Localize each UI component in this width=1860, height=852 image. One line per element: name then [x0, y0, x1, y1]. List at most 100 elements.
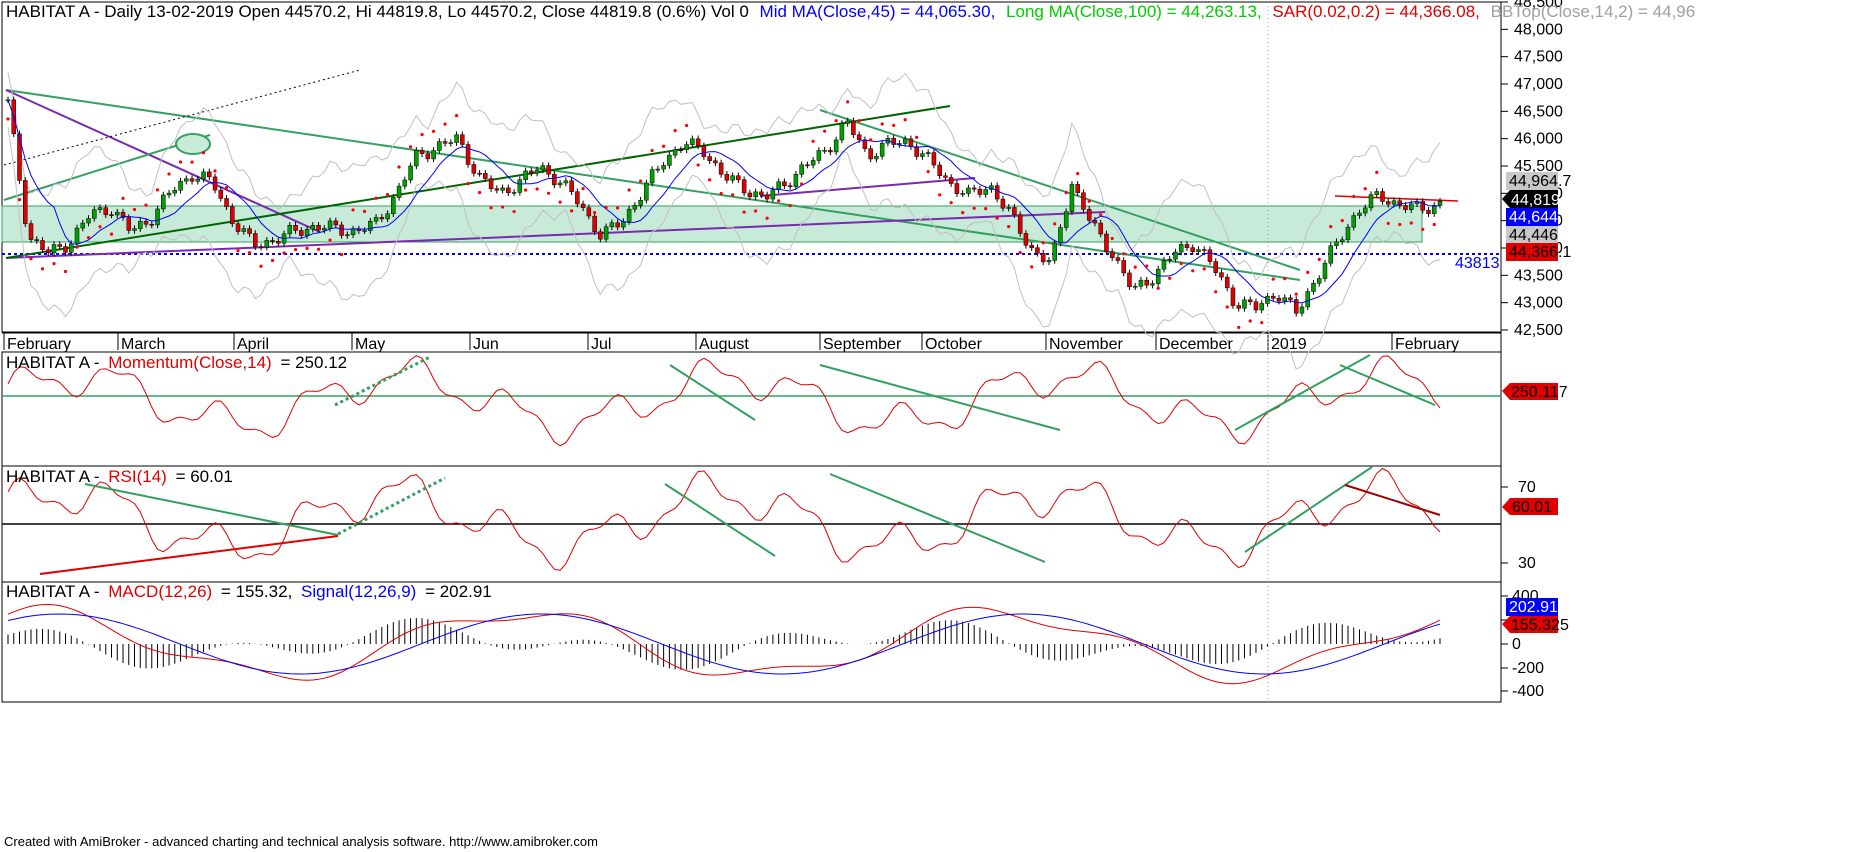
sar-dot	[1202, 267, 1206, 271]
candle-body	[1121, 260, 1126, 274]
sar-dot	[569, 209, 574, 213]
candle-body	[1288, 297, 1293, 300]
candle-body	[1178, 244, 1184, 253]
candle-body	[793, 174, 799, 187]
candle-body	[258, 246, 264, 248]
candle-body	[483, 173, 488, 179]
price-tick-label: 46,000	[1514, 131, 1563, 148]
candle-body	[1046, 260, 1052, 263]
price-tick-label: 48,000	[1514, 21, 1563, 38]
sar-dot	[1352, 194, 1356, 199]
macd-tick-label: -200	[1512, 660, 1544, 677]
candle-body	[1190, 247, 1195, 252]
sar-dot	[1110, 236, 1114, 241]
sar-dot	[708, 178, 712, 182]
candle-body	[488, 178, 494, 189]
candle-body	[678, 149, 684, 151]
candle-body	[920, 153, 925, 157]
candle-body	[1391, 200, 1397, 205]
support-level-label: 43813	[1455, 255, 1500, 272]
sar-dot	[339, 253, 344, 257]
candle-body	[1437, 200, 1443, 206]
month-label: November	[1049, 336, 1123, 353]
sar-dot	[29, 257, 33, 261]
rsi-tag: 60.01	[1512, 499, 1552, 516]
sar-dot	[1191, 269, 1195, 273]
candle-body	[465, 144, 471, 165]
sar-dot	[86, 235, 91, 240]
candle-body	[333, 220, 339, 226]
sar-dot	[961, 211, 965, 215]
candle-body	[649, 169, 655, 184]
candle-body	[431, 150, 436, 160]
candle-body	[770, 189, 776, 200]
sar-dot	[742, 210, 746, 214]
candle-body	[368, 220, 373, 231]
candle-body	[851, 120, 856, 135]
candle-body	[1012, 207, 1017, 215]
sar-dot	[1329, 225, 1333, 229]
sar-dot	[823, 129, 827, 133]
candle-body	[184, 178, 189, 182]
sar-dot	[213, 169, 217, 173]
sar-dot	[454, 114, 459, 118]
candle-body	[1184, 244, 1190, 248]
sar-dot	[1076, 171, 1080, 176]
sar-dot	[639, 179, 643, 183]
signal-line	[7, 613, 1441, 675]
rsi-support-line	[39, 535, 339, 575]
candle-body	[632, 205, 638, 210]
candle-body	[690, 138, 695, 145]
macd-header: HABITAT A - MACD(12,26) = 155.32, Signal…	[6, 582, 492, 601]
candle-body	[80, 222, 86, 229]
month-label: February	[1395, 336, 1459, 353]
sar-dot	[765, 216, 769, 220]
candle-body	[132, 228, 137, 231]
trend-line-mid	[819, 109, 1301, 271]
sar-dot	[236, 249, 240, 253]
sar-dot	[500, 205, 505, 209]
candle-body	[902, 138, 908, 144]
close-tag-bg	[1502, 190, 1558, 208]
sar-dot	[1030, 265, 1034, 269]
sar-dot	[190, 160, 194, 164]
macd-series	[7, 603, 1441, 685]
candle-body	[747, 192, 753, 198]
candle-body	[856, 134, 862, 141]
candle-body	[1380, 191, 1385, 202]
rsi-trend-line	[829, 473, 1046, 563]
candle-body	[569, 180, 574, 192]
sar-dot	[938, 193, 942, 197]
month-label: February	[7, 336, 71, 353]
candle-body	[385, 213, 390, 220]
price-tags: 44,964.7 44,819.8 44,644.2 44,446 44,366…	[1455, 172, 1573, 272]
candle-body	[1029, 244, 1034, 249]
sar-dot	[915, 135, 919, 139]
candle-body	[1420, 201, 1425, 211]
candle-body	[138, 221, 143, 229]
sar-dot	[52, 262, 56, 266]
candle-body	[1276, 297, 1282, 302]
sar-dot	[1145, 264, 1149, 268]
sar-dot	[1432, 222, 1436, 227]
candle-body	[1081, 192, 1086, 210]
sar-dot	[1283, 277, 1287, 281]
sar-dot	[1007, 224, 1011, 229]
trend-line	[5, 89, 1301, 281]
candle-body	[339, 224, 344, 236]
sar-dot	[1018, 250, 1022, 255]
candle-body	[971, 187, 977, 190]
sar-dot	[627, 188, 631, 192]
candle-body	[161, 194, 166, 210]
sar-dot	[132, 207, 137, 212]
sar-dot	[731, 193, 735, 197]
month-label: March	[121, 336, 165, 353]
candle-body	[1075, 184, 1080, 193]
price-pane	[1, 1, 1502, 333]
candle-body	[224, 198, 229, 208]
sar-dot	[754, 209, 758, 213]
sar-dot	[1306, 270, 1310, 274]
candle-body	[69, 243, 74, 253]
candle-body	[17, 133, 22, 181]
candle-body	[839, 123, 845, 141]
